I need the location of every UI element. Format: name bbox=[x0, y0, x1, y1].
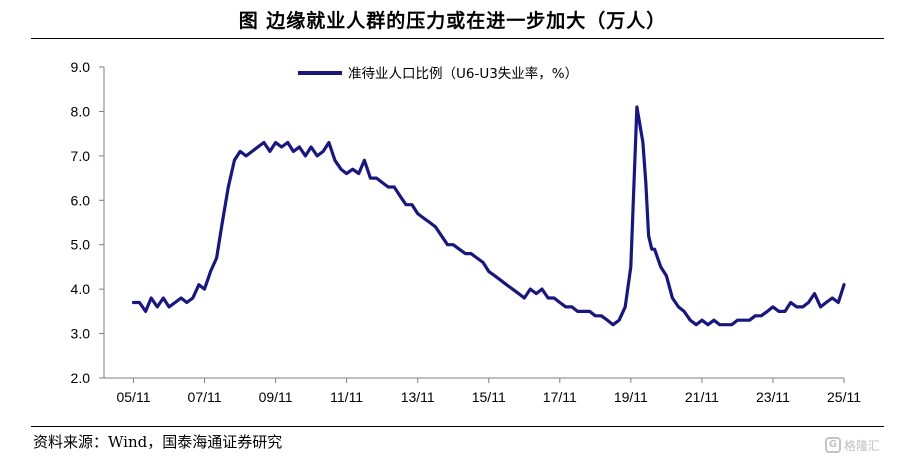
x-tick-label: 15/11 bbox=[472, 389, 506, 405]
y-tick-label: 7.0 bbox=[71, 148, 91, 164]
legend-label: 准待业人口比例（U6-U3失业率，%） bbox=[348, 65, 578, 82]
line-chart: 2.0 3.0 4.0 5.0 6.0 7.0 8.0 9.0 05/11 07/11 09/11 1… bbox=[71, 59, 862, 405]
x-tick-label: 05/11 bbox=[116, 389, 150, 405]
chart-title: 图 边缘就业人群的压力或在进一步加大（万人） bbox=[238, 10, 667, 32]
x-tick-label: 07/11 bbox=[188, 389, 222, 405]
y-tick-label: 9.0 bbox=[71, 59, 91, 75]
series-line bbox=[131, 105, 846, 327]
watermark-text: 格隆汇 bbox=[844, 438, 881, 453]
y-tick-label: 6.0 bbox=[71, 192, 91, 208]
x-tick-label: 23/11 bbox=[756, 389, 790, 405]
x-tick-label: 19/11 bbox=[614, 389, 648, 405]
y-tick-label: 3.0 bbox=[71, 326, 91, 342]
x-tick-label: 17/11 bbox=[543, 389, 577, 405]
y-tick-label: 2.0 bbox=[71, 370, 91, 386]
source-note: 资料来源：Wind，国泰海通证券研究 bbox=[33, 433, 283, 451]
x-tick-label: 11/11 bbox=[330, 389, 363, 405]
watermark: G 格隆汇 bbox=[825, 434, 891, 456]
y-tick-label: 8.0 bbox=[71, 103, 91, 119]
x-tick-label: 09/11 bbox=[259, 389, 293, 405]
y-tick-label: 4.0 bbox=[71, 281, 91, 297]
y-tick-label: 5.0 bbox=[71, 237, 91, 253]
x-tick-label: 25/11 bbox=[827, 389, 861, 405]
watermark-logo-icon: G bbox=[825, 437, 841, 453]
x-tick-label: 21/11 bbox=[685, 389, 719, 405]
x-tick-label: 13/11 bbox=[401, 389, 435, 405]
top-rule bbox=[31, 38, 884, 39]
bottom-rule bbox=[31, 426, 884, 427]
